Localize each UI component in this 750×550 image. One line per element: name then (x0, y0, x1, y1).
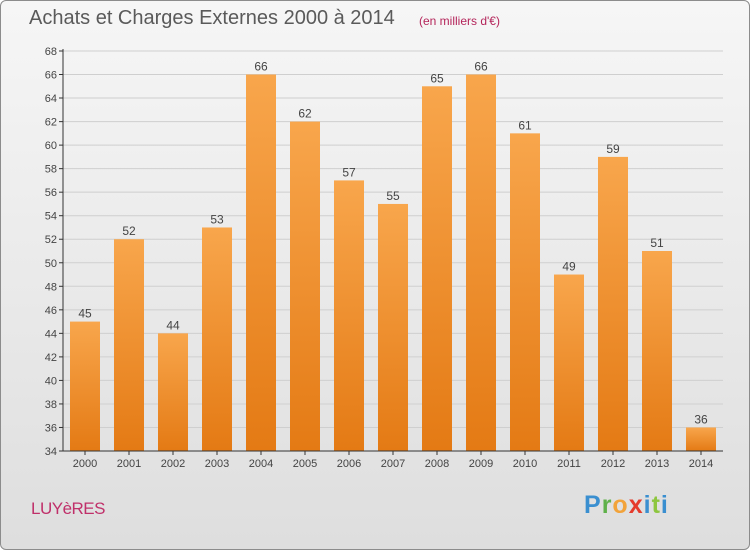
y-tick-label: 42 (45, 352, 57, 364)
x-tick-label: 2000 (73, 458, 97, 470)
bar (554, 274, 584, 451)
commune-name: LUYèRES (31, 499, 105, 518)
bar-value-label: 62 (298, 107, 312, 121)
x-tick-label: 2011 (557, 458, 581, 470)
logo-letter: P (584, 491, 602, 519)
bar (510, 133, 540, 451)
bar-value-label: 53 (210, 212, 224, 226)
logo-letter: t (651, 491, 661, 519)
logo-letter: o (612, 491, 629, 519)
y-tick-label: 46 (45, 305, 57, 317)
x-tick-label: 2014 (689, 458, 713, 470)
bar-value-label: 66 (254, 60, 268, 74)
y-tick-label: 60 (45, 140, 57, 152)
bar-value-label: 51 (650, 236, 664, 250)
chart-title: Achats et Charges Externes 2000 à 2014 (29, 7, 395, 29)
bar (114, 239, 144, 451)
x-tick-label: 2003 (205, 458, 229, 470)
bars (70, 74, 716, 452)
logo-letter: x (628, 491, 644, 519)
bar (686, 427, 716, 451)
bar (334, 180, 364, 452)
axes: 34 36 38 40 42 44 46 48 50 52 54 56 58 60 62 64 66 68 2000… (45, 46, 723, 470)
bar-value-label: 66 (474, 60, 488, 74)
x-tick-label: 2008 (425, 458, 449, 470)
x-tick-label: 2001 (117, 458, 141, 470)
y-tick-label: 58 (45, 164, 57, 176)
x-tick-label: 2007 (381, 458, 405, 470)
y-tick-label: 56 (45, 187, 57, 199)
bar (70, 321, 100, 451)
bar-value-label: 52 (122, 224, 136, 238)
bar (158, 333, 188, 451)
bar-value-label: 36 (694, 412, 708, 426)
y-tick-label: 64 (45, 93, 57, 105)
y-tick-label: 36 (45, 422, 57, 434)
x-tick-label: 2010 (513, 458, 537, 470)
x-tick-label: 2002 (161, 458, 185, 470)
logo-letter: i (643, 491, 652, 519)
bar-value-label: 65 (430, 71, 444, 85)
logo-letter: i (660, 491, 669, 519)
x-tick-label: 2005 (293, 458, 317, 470)
y-tick-label: 50 (45, 258, 57, 270)
labels: 45 52 44 53 66 62 57 55 65 66 61 49 59 51 36 (78, 60, 708, 427)
bar (202, 227, 232, 451)
x-tick-label: 2012 (601, 458, 625, 470)
bar (466, 74, 496, 451)
y-tick-label: 44 (45, 328, 57, 340)
bar-value-label: 49 (562, 260, 576, 274)
y-tick-label: 68 (45, 46, 57, 58)
y-tick-label: 52 (45, 234, 57, 246)
y-tick-label: 34 (45, 446, 57, 458)
x-tick-label: 2009 (469, 458, 493, 470)
logo-letter: r (601, 491, 613, 519)
x-tick-label: 2004 (249, 458, 273, 470)
bar-value-label: 57 (342, 165, 356, 179)
bar (422, 86, 452, 451)
y-tick-label: 38 (45, 399, 57, 411)
bar (290, 121, 320, 452)
bar (642, 251, 672, 451)
bar (598, 156, 628, 451)
y-tick-label: 62 (45, 117, 57, 129)
chart-subtitle: (en milliers d'€) (419, 14, 500, 28)
bar (378, 203, 408, 451)
y-tick-label: 66 (45, 70, 57, 82)
bar (246, 74, 276, 451)
bar-value-label: 45 (78, 307, 92, 321)
proxiti-logo: Proxiti (584, 491, 669, 520)
y-tick-label: 48 (45, 281, 57, 293)
bar-value-label: 61 (518, 118, 532, 132)
bar-value-label: 44 (166, 318, 180, 332)
x-tick-label: 2006 (337, 458, 361, 470)
y-tick-label: 40 (45, 375, 57, 387)
x-tick-label: 2013 (645, 458, 669, 470)
bar-value-label: 55 (386, 189, 400, 203)
y-tick-label: 54 (45, 211, 57, 223)
bar-value-label: 59 (606, 142, 620, 156)
